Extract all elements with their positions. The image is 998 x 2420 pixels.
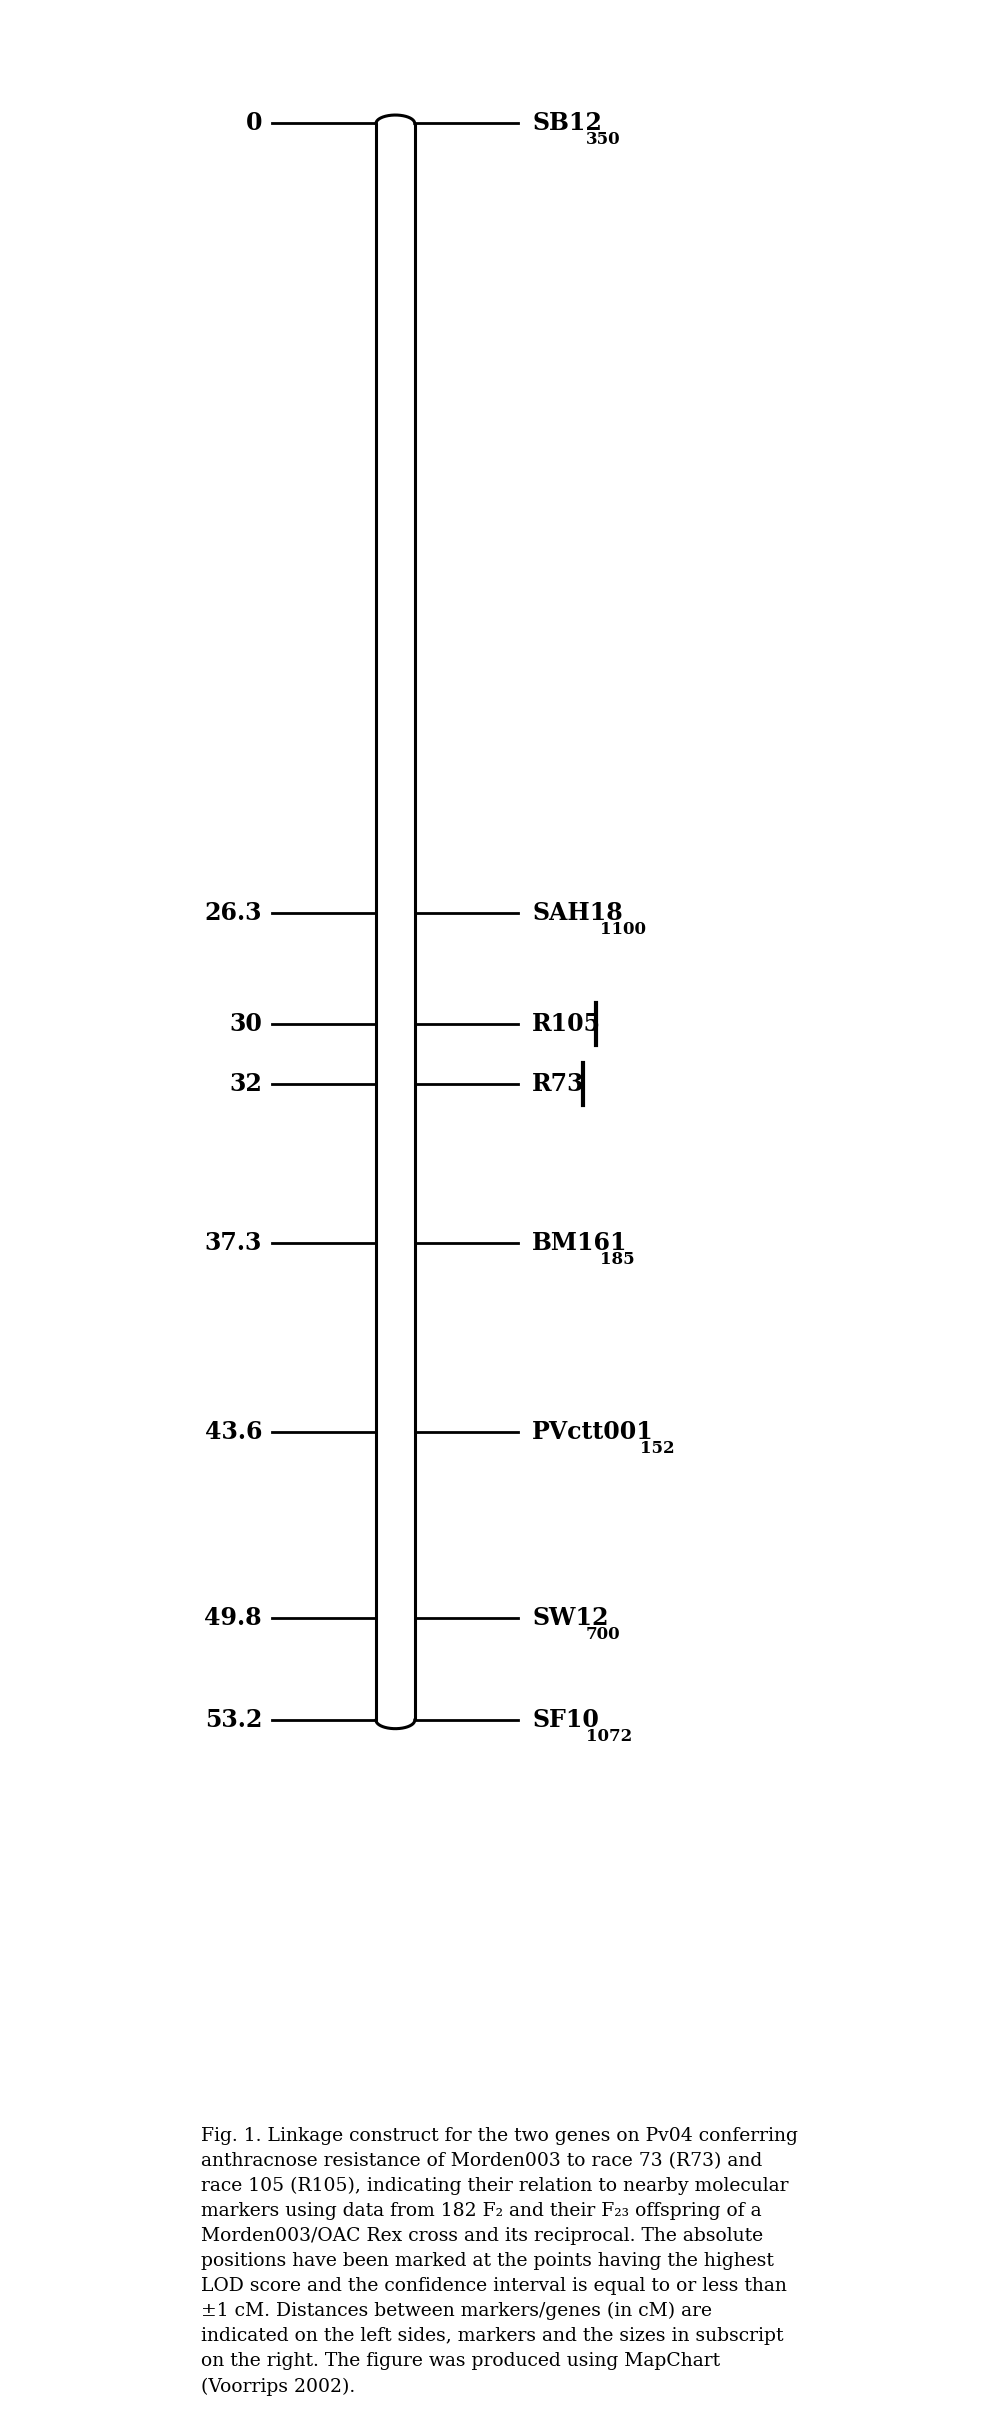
Text: 43.6: 43.6 — [205, 1421, 262, 1445]
Text: R73: R73 — [532, 1072, 585, 1096]
Text: 1100: 1100 — [600, 922, 646, 939]
Polygon shape — [376, 116, 415, 123]
Text: 32: 32 — [230, 1072, 262, 1096]
Text: 53.2: 53.2 — [205, 1709, 262, 1733]
Text: SW12: SW12 — [532, 1607, 609, 1631]
Text: SAH18: SAH18 — [532, 900, 623, 924]
Text: 1072: 1072 — [586, 1728, 633, 1745]
Text: 152: 152 — [640, 1440, 675, 1457]
Text: 700: 700 — [586, 1626, 621, 1643]
Text: PVctt001: PVctt001 — [532, 1421, 654, 1445]
Text: 185: 185 — [600, 1251, 634, 1268]
Text: 30: 30 — [230, 1012, 262, 1036]
Text: SF10: SF10 — [532, 1709, 599, 1733]
Polygon shape — [376, 1721, 415, 1728]
Text: BM161: BM161 — [532, 1232, 628, 1256]
Text: SB12: SB12 — [532, 111, 602, 136]
Text: 49.8: 49.8 — [205, 1607, 262, 1631]
Text: 37.3: 37.3 — [205, 1232, 262, 1256]
Text: 26.3: 26.3 — [205, 900, 262, 924]
Text: R105: R105 — [532, 1012, 601, 1036]
Text: 350: 350 — [586, 131, 621, 148]
Text: 0: 0 — [246, 111, 262, 136]
Text: Fig. 1. Linkage construct for the two genes on Pv04 conferring
anthracnose resis: Fig. 1. Linkage construct for the two ge… — [201, 2127, 797, 2396]
